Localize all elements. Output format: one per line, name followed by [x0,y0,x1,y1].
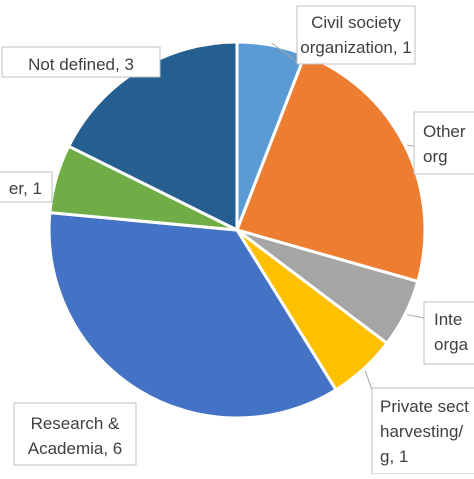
data-label-5: er, 1 [9,179,42,198]
data-label-box-0 [296,5,416,65]
leader-line-1 [407,144,415,147]
leader-line-0 [271,42,301,65]
data-label-4-line-1: Academia, 6 [28,439,123,458]
data-label-6: Not defined, 3 [28,55,134,74]
data-label-3-line-1: harvesting/ [380,422,463,441]
data-label-2: Inte orga [434,310,469,354]
slices-layer [47,40,427,420]
data-label-box-2 [423,301,474,365]
pie-slice-4 [47,211,338,420]
data-label-box-5 [0,171,53,203]
data-label-1-line-0: Other [423,122,466,141]
data-label-4-line-0: Research & [31,414,120,433]
data-label-0: Civil society organization, 1 [300,13,412,57]
data-label-0-line-0: Civil society [311,13,401,32]
data-label-2-line-1: orga [434,335,469,354]
data-label-3-line-0: Private sect [380,397,469,416]
data-label-box-4 [13,402,137,466]
labels-layer: Civil society organization, 1 Other org Inte… [0,5,474,475]
data-label-box-1 [413,111,474,175]
leader-line-2 [406,314,425,319]
data-label-5-line-0: er, 1 [9,179,42,198]
pie-slice-1 [235,53,427,283]
data-label-2-line-0: Inte [434,310,462,329]
leader-lines-layer [271,42,425,391]
data-label-1-line-1: org [423,147,448,166]
data-label-3: Private sect harvesting/g, 1 [380,397,469,466]
data-label-4: Research & Academia, 6 [28,414,123,458]
data-label-box-6 [1,46,161,78]
data-label-1: Other org [423,122,466,166]
data-label-3-line-2: g, 1 [380,447,408,466]
data-label-0-line-1: organization, 1 [300,38,412,57]
data-label-6-line-0: Not defined, 3 [28,55,134,74]
leader-line-3 [364,370,373,391]
